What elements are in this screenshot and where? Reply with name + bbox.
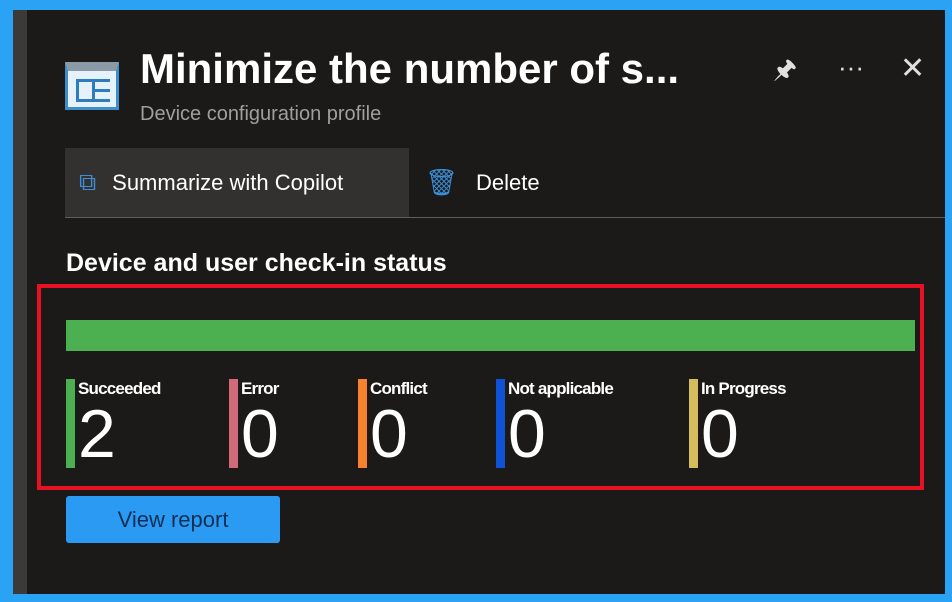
toolbar-divider (65, 217, 945, 218)
page-subtitle: Device configuration profile (140, 103, 382, 125)
indicator (229, 379, 238, 468)
highlight-box (37, 284, 924, 490)
panel-edge (13, 10, 27, 594)
summarize-copilot-button[interactable]: ⧉ Summarize with Copilot (65, 148, 409, 217)
pin-icon[interactable]: 🖈 (773, 54, 798, 84)
stat-error: Error 0 (229, 379, 279, 468)
stat-label: Succeeded (78, 379, 161, 398)
trash-icon: 🗑 (425, 167, 459, 197)
indicator (689, 379, 698, 468)
stat-value: 0 (508, 396, 546, 472)
stat-label: Not applicable (508, 379, 614, 398)
delete-label: Delete (476, 169, 540, 195)
indicator (66, 379, 75, 468)
stat-label: Error (241, 379, 279, 398)
more-icon[interactable]: ··· (838, 52, 864, 82)
status-progress-bar (66, 320, 915, 351)
stat-value: 0 (701, 396, 739, 472)
stat-conflict: Conflict 0 (358, 379, 428, 472)
section-title: Device and user check-in status (66, 249, 447, 277)
delete-button[interactable]: 🗑 Delete (425, 148, 540, 217)
stat-in-progress: In Progress 0 (689, 379, 787, 472)
profile-icon (65, 62, 119, 110)
stat-label: Conflict (370, 379, 428, 398)
view-report-button[interactable]: View report (66, 496, 280, 543)
stat-value: 0 (370, 396, 408, 472)
indicator (496, 379, 505, 468)
stat-not-applicable: Not applicable 0 (496, 379, 614, 472)
stat-value: 2 (78, 396, 116, 472)
indicator (358, 379, 367, 468)
copilot-icon: ⧉ (79, 168, 97, 196)
stat-label: In Progress (701, 379, 787, 398)
stat-succeeded: Succeeded 2 (66, 379, 161, 468)
stat-value: 0 (241, 396, 279, 472)
page-title: Minimize the number of s... (140, 45, 680, 92)
copilot-label: Summarize with Copilot (112, 169, 344, 195)
close-icon[interactable]: ✕ (900, 52, 926, 85)
